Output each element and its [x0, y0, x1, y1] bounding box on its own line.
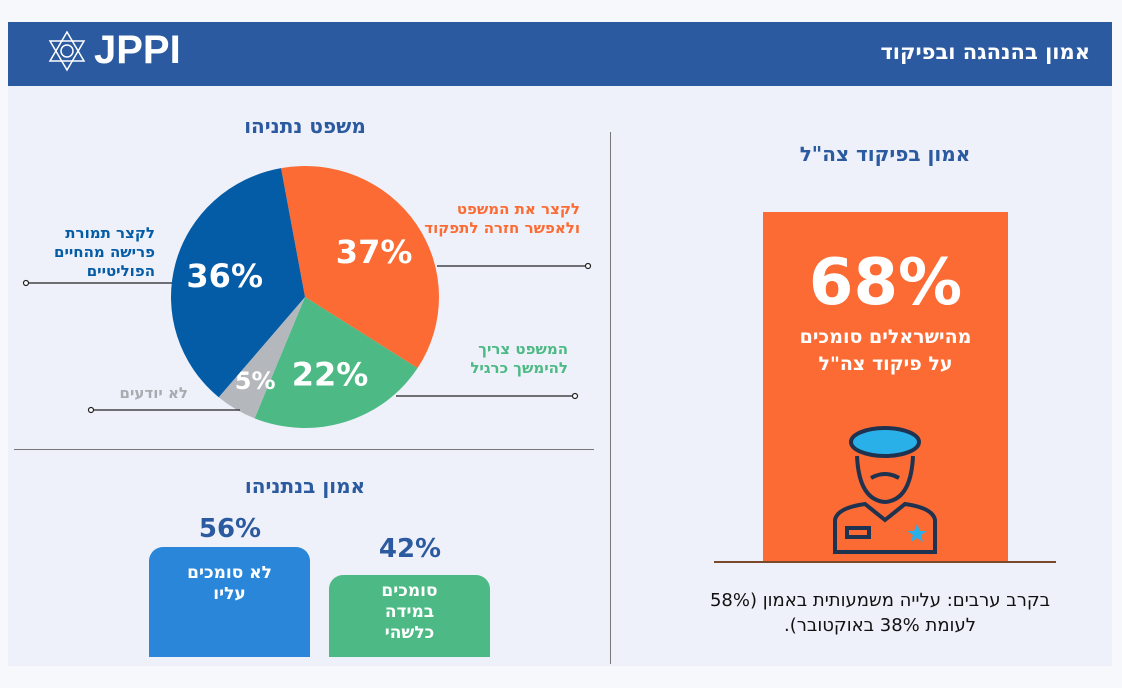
idf-text: מהישראלים סומכים על פיקוד צה"ל	[799, 326, 972, 375]
bar-trust-somewhat: סומכים במידה כלשהי	[329, 575, 490, 657]
logo: JPPI	[46, 28, 181, 73]
officer-icon	[833, 426, 937, 554]
header: JPPI אמון בהנהגה ובפיקוד	[8, 22, 1112, 86]
pie-chart: 37% 22% 5% 36%	[22, 166, 592, 428]
slice-retire	[171, 168, 305, 398]
logo-text: JPPI	[94, 28, 181, 72]
idf-title: אמון בפיקוד צה"ל	[799, 142, 971, 166]
slice-label: 5%	[235, 367, 276, 395]
divider	[14, 449, 594, 450]
slice-label: 36%	[186, 257, 263, 295]
legend-label-retire: לקצר תמורת פרישה מהחיים הפוליטיים	[54, 224, 155, 280]
bar-not-trust: לא סומכים עליו	[149, 547, 310, 657]
bar-title: אמון בנתניהו	[244, 474, 366, 498]
idf-percent: 68%	[808, 246, 963, 320]
slice-dont-know	[218, 297, 305, 419]
bar-value: 42%	[378, 534, 442, 564]
ground-line	[714, 561, 1056, 563]
legend-label-continue: המשפט צריך להימשך כרגיל	[470, 340, 568, 377]
slice-label: 22%	[292, 355, 369, 393]
legend-label-shorten-trial: לקצר את המשפט ולאפשר חזרה לתפקוד	[424, 200, 580, 237]
idf-note: בקרב ערבים: עלייה משמעותית באמון (58% לע…	[709, 590, 1051, 636]
idf-card: 68% מהישראלים סומכים על פיקוד צה"ל	[763, 212, 1008, 562]
legend-label-dont-know: לא יודעים	[119, 384, 188, 402]
slice-label: 37%	[336, 233, 413, 271]
star-of-david-icon	[48, 30, 86, 71]
bar-value: 56%	[198, 514, 262, 544]
page-title: אמון בהנהגה ובפיקוד	[880, 40, 1090, 64]
divider	[610, 132, 611, 664]
slice-continue	[254, 297, 418, 428]
slice-shorten-trial	[281, 166, 440, 369]
pie-title: משפט נתניהו	[244, 114, 366, 138]
